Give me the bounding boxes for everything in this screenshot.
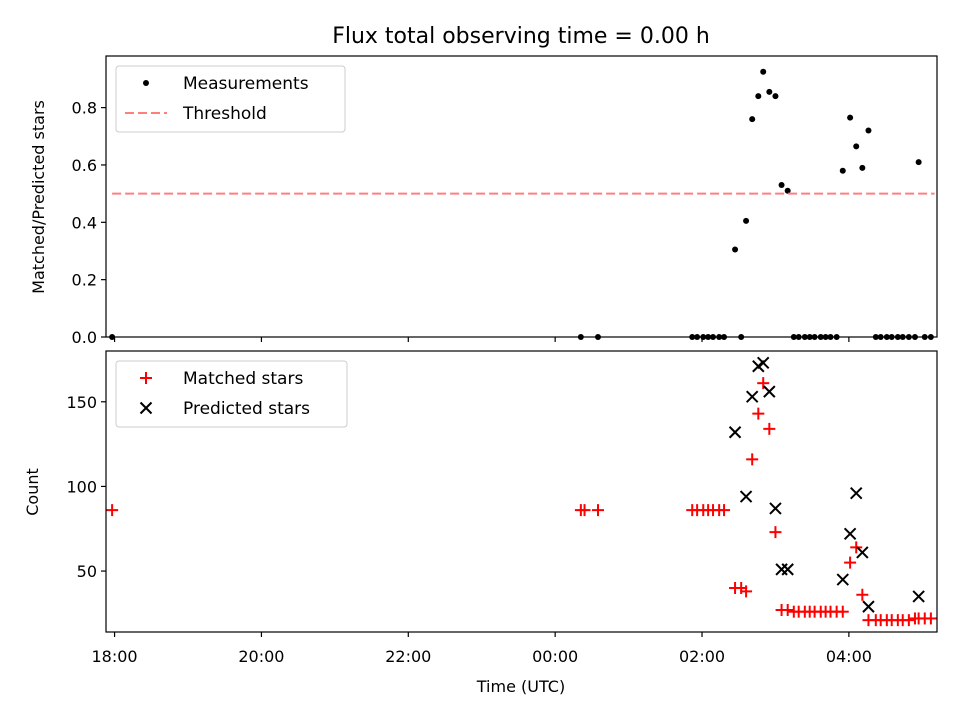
matched-star-marker	[752, 407, 765, 420]
measurement-point	[847, 114, 854, 121]
axes-frame	[105, 55, 938, 338]
predicted-star-marker	[757, 356, 770, 370]
matched-star-marker	[924, 612, 937, 625]
y-tick-label: 0.8	[72, 99, 97, 118]
predicted-star-marker	[912, 590, 925, 603]
y-tick-label: 0.0	[72, 328, 97, 347]
legend-swatch-predicted	[139, 401, 153, 415]
legend-swatch-measurements	[143, 80, 149, 86]
matched-star-marker	[591, 504, 604, 517]
matched-star-marker	[902, 614, 915, 627]
measurement-point	[865, 127, 872, 134]
plot-top-ratio: 0.0 0.2 0.4 0.6 0.8 Measurements Threshold	[72, 55, 938, 347]
measurement-point	[772, 93, 779, 100]
x-tick-label: 04:00	[826, 647, 872, 666]
legend-swatch-matched	[140, 372, 152, 384]
measurement-point	[755, 93, 762, 100]
measurement-point	[853, 143, 860, 150]
matched-star-marker	[844, 556, 857, 569]
predicted-star-marker	[728, 426, 742, 439]
measurement-point	[859, 164, 866, 171]
axes-frame	[105, 350, 938, 633]
y-tick-label: 0.6	[72, 156, 97, 175]
matched-star-marker	[850, 541, 863, 554]
chart-title: Flux total observing time = 0.00 h	[332, 24, 710, 49]
predicted-star-marker	[769, 502, 782, 515]
x-tick-label: 22:00	[385, 647, 431, 666]
x-tick-label: 00:00	[532, 647, 578, 666]
x-tick-label: 20:00	[238, 647, 284, 666]
matched-star-marker	[718, 504, 731, 517]
legend-label: Threshold	[182, 104, 267, 124]
matched-star-marker	[769, 526, 782, 539]
predicted-star-marker	[745, 390, 759, 403]
matched-star-marker	[856, 588, 869, 601]
measurement-point	[766, 88, 773, 95]
predicted-star-marker	[862, 600, 875, 613]
matched-star-marker	[740, 585, 753, 598]
x-tick-label: 02:00	[679, 647, 725, 666]
predicted-star-marker	[850, 486, 863, 500]
predicted-star-marker	[763, 385, 776, 398]
y-tick-label: 0.4	[72, 213, 97, 232]
predicted-star-marker	[781, 563, 794, 576]
measurement-point	[749, 116, 756, 123]
measurement-point	[839, 167, 846, 174]
y-tick-label: 150	[66, 393, 97, 412]
y-axis-label-count: Count	[23, 468, 42, 516]
measurement-point	[784, 187, 791, 194]
legend: Matched stars Predicted stars	[115, 360, 348, 428]
matched-star-marker	[836, 605, 849, 618]
predicted-star-marker	[775, 563, 788, 576]
y-tick-label: 100	[66, 477, 97, 496]
predicted-star-marker	[739, 490, 753, 503]
measurement-point	[743, 217, 750, 224]
y-tick-label: 50	[77, 562, 97, 581]
matched-star-marker	[106, 504, 119, 517]
matched-star-marker	[578, 504, 591, 517]
legend-label: Matched stars	[183, 369, 303, 389]
x-axis-label: Time (UTC)	[476, 677, 565, 696]
predicted-star-marker	[836, 573, 849, 586]
matched-star-marker	[781, 603, 794, 616]
y-tick-label: 0.2	[72, 271, 97, 290]
predicted-star-marker	[856, 546, 869, 559]
matched-star-marker	[763, 422, 776, 435]
legend-label: Measurements	[183, 74, 309, 94]
legend-label: Predicted stars	[183, 399, 310, 419]
measurement-point	[915, 159, 922, 166]
legend-box	[115, 65, 346, 133]
matched-star-marker	[757, 377, 770, 390]
measurement-point	[778, 182, 785, 189]
measurement-point	[732, 246, 739, 253]
y-axis-label-ratio: Matched/Predicted stars	[29, 100, 48, 294]
x-tick-label: 18:00	[92, 647, 138, 666]
matched-star-marker	[746, 453, 759, 466]
legend-box	[115, 360, 348, 428]
predicted-star-marker	[843, 527, 857, 541]
plot-bottom-count: 50 100 150 18:00 20:00 22:00 00:00 02:00 04:00 Ma…	[66, 350, 938, 666]
legend: Measurements Threshold	[115, 65, 346, 133]
measurement-point	[760, 68, 767, 75]
